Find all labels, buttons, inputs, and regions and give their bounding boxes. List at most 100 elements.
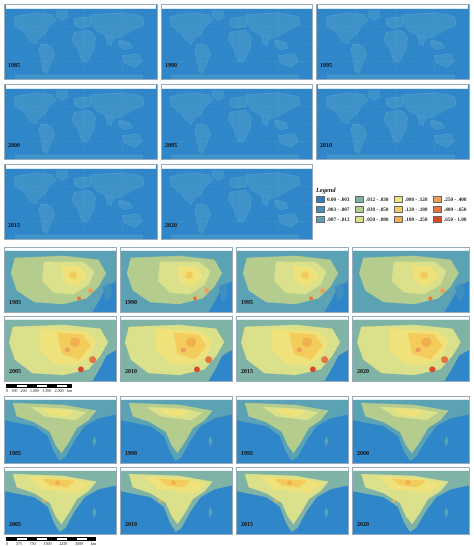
india-map-panel-2020: 2020 [352,467,470,535]
world-map-panel-1985: 1985 [4,4,158,80]
legend-label: 0.00 - .003 [327,196,350,203]
scale-tick-label: 2,000 [54,388,64,393]
india-map-panel-1995: 1995 [236,396,349,464]
legend-swatch [355,216,364,223]
india-map-image [121,397,232,463]
legend-swatch [394,216,403,223]
year-label: 2015 [241,522,253,528]
legend-swatch [355,206,364,213]
legend-label: .400 - .650 [444,206,467,213]
world-map-image [317,85,469,159]
legend-label: .030 - .050 [366,206,389,213]
year-label: 1995 [241,451,253,457]
world-map-image [162,5,312,79]
legend-swatch [355,196,364,203]
china-map-panel-1995: 1995 [236,247,349,313]
legend-item: .050 - .080 [355,216,394,223]
year-label: 1985 [9,300,21,306]
scale-tick-label: 2250 [59,541,68,546]
scale-unit-label: km [66,388,72,393]
world-map-panel-2000: 2000 [4,84,158,160]
year-label: 2010 [320,143,332,149]
china-scale-bar: 0 100 200 1,000 1,500 2,000 km [6,384,72,393]
china-map-panel-unlabeled [352,247,470,313]
year-label: 1985 [8,63,20,69]
year-label: 2005 [9,522,21,528]
scale-bar-graphic [6,537,96,541]
scale-tick-label: 100 [11,388,18,393]
legend-item: .400 - .650 [433,206,472,213]
year-label: 1990 [125,300,137,306]
legend-swatch [316,196,325,203]
legend-item: .080 - .120 [394,196,433,203]
india-map-image [353,468,469,534]
world-map-panel-1995: 1995 [316,4,470,80]
india-map-panel-2000: 2000 [352,396,470,464]
year-label: 2000 [357,451,369,457]
china-map-image [353,317,469,381]
legend-item: .012 - .030 [355,196,394,203]
legend-label: .050 - .080 [366,216,389,223]
year-label: 2020 [357,522,369,528]
legend-label: .120 - .180 [405,206,428,213]
year-label: 1995 [241,300,253,306]
legend: Legend 0.00 - .003 .012 - .030 .080 - .120… [316,187,472,245]
india-map-image [5,397,116,463]
world-map-panel-2015: 2015 [4,164,158,240]
year-label: 2010 [125,369,137,375]
legend-item: .030 - .050 [355,206,394,213]
legend-swatch [394,206,403,213]
legend-label: .080 - .120 [405,196,428,203]
legend-item: 0.00 - .003 [316,196,355,203]
india-map-panel-2005: 2005 [4,467,117,535]
legend-item: .650 - 1.00 [433,216,472,223]
legend-item: .180 - .250 [394,216,433,223]
world-map-panel-2020: 2020 [161,164,313,240]
scale-bar-graphic [6,384,72,388]
china-map-image [121,317,232,381]
china-map-image [353,248,469,312]
world-map-image [162,165,312,239]
legend-swatch [394,196,403,203]
india-map-image [237,468,348,534]
legend-swatch [433,196,442,203]
world-map-panel-2010: 2010 [316,84,470,160]
year-label: 2010 [125,522,137,528]
legend-swatch [316,206,325,213]
legend-label: .007 - .012 [327,216,350,223]
world-map-image [5,5,157,79]
legend-swatch [316,216,325,223]
legend-grid: 0.00 - .003 .012 - .030 .080 - .120 .250 - … [316,196,472,223]
china-map-image [5,317,116,381]
china-map-panel-2015: 2015 [236,316,349,382]
legend-label: .003 - .007 [327,206,350,213]
year-label: 1985 [9,451,21,457]
year-label: 2015 [8,223,20,229]
legend-item: .120 - .180 [394,206,433,213]
legend-title: Legend [316,187,336,194]
year-label: 2005 [165,143,177,149]
india-map-image [121,468,232,534]
scale-unit-label: km [90,541,96,546]
scale-tick-label: 0 [6,388,8,393]
legend-swatch [433,206,442,213]
china-map-image [5,248,116,312]
year-label: 1990 [165,63,177,69]
india-map-image [237,397,348,463]
scale-tick-label: 1500 [43,541,52,546]
china-map-image [237,248,348,312]
scale-tick-label: 0 [6,541,8,546]
india-map-image [5,468,116,534]
china-map-panel-2010: 2010 [120,316,233,382]
scale-tick-label: 750 [29,541,36,546]
india-map-panel-1985: 1985 [4,396,117,464]
india-map-panel-1990: 1990 [120,396,233,464]
legend-label: .250 - .400 [444,196,467,203]
scale-tick-label: 1,500 [42,388,52,393]
year-label: 2020 [165,223,177,229]
china-map-panel-2020: 2020 [352,316,470,382]
world-map-panel-1990: 1990 [161,4,313,80]
china-map-image [121,248,232,312]
legend-label: .012 - .030 [366,196,389,203]
scale-tick-label: 3000 [75,541,84,546]
